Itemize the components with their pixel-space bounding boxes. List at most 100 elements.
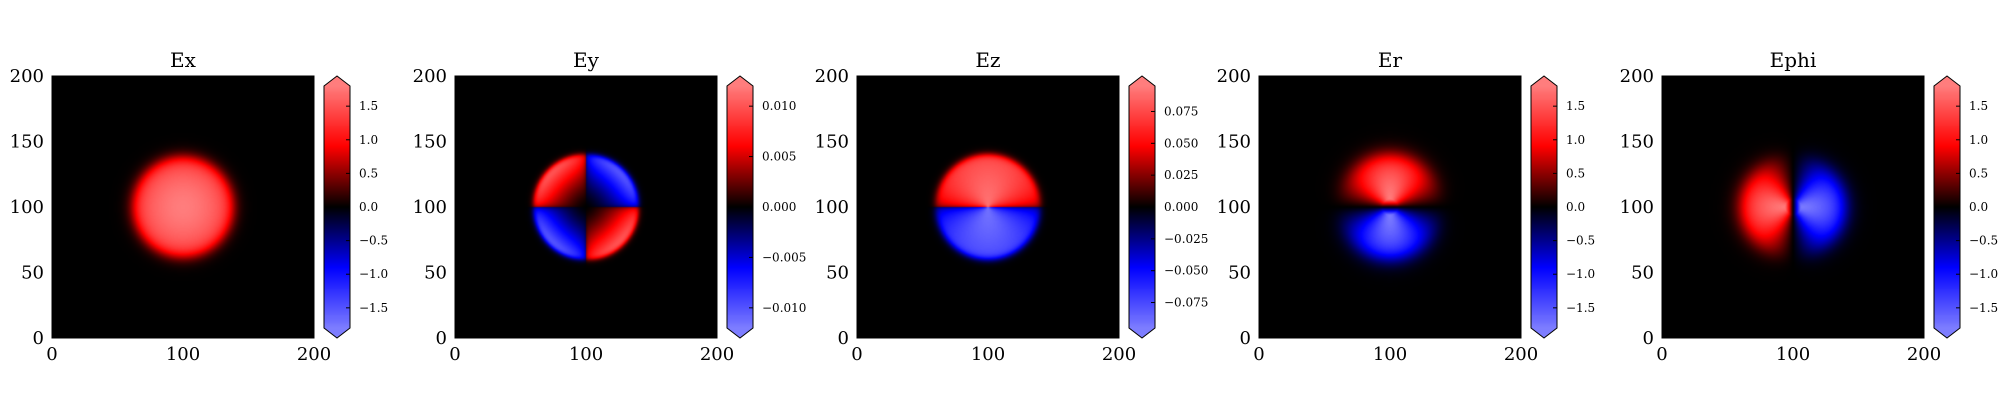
colorbar-outline [323,75,351,339]
x-tick-label: 0 [46,344,57,365]
panel-ey: Ey 0 100 200 0 50 100 150 200 0.010 0.005 0.000 −0.0… [413,48,807,365]
colorbar-tick-label: 0.0 [1969,200,1988,214]
colorbar-tick-label: −0.025 [1164,232,1208,246]
y-tick-label: 100 [815,197,849,218]
colorbar-tick-label: −0.050 [1164,264,1208,278]
heatmap-image [857,76,1119,338]
colorbar: 1.5 1.0 0.5 0.0 −0.5 −1.0 −1.5 [1933,75,1998,339]
colorbar-tick-label: 1.0 [359,133,378,147]
y-tick-label: 50 [21,263,44,284]
colorbar-tick-label: −1.0 [1566,267,1595,281]
heatmap-image [455,76,717,338]
heatmap-image [1662,76,1924,338]
colorbar-tick-label: 0.050 [1164,136,1198,150]
colorbar-tick-label: 0.5 [1969,166,1988,180]
colorbar-outline [726,75,754,339]
x-tick-label: 0 [1253,344,1264,365]
y-tick-label: 50 [1228,263,1251,284]
panel-er: Er 0 100 200 0 50 100 150 200 1.5 1.0 0.5 0.0 −0.5 −1.… [1217,48,1596,365]
colorbar-extend-max [1129,76,1155,86]
y-tick-label: 100 [413,197,447,218]
colorbar-tick-label: −1.0 [359,267,388,281]
colorbar-extend-min [1129,328,1155,338]
colorbar-tick-label: −1.5 [1566,301,1595,315]
colorbar-tick-label: −1.5 [359,301,388,315]
heatmap-image [1259,76,1521,338]
colorbar-tick-label: −1.5 [1969,301,1998,315]
colorbar-tick-label: −0.075 [1164,296,1208,310]
colorbar-tick-label: 0.010 [762,99,796,113]
colorbar-tick-label: 0.025 [1164,168,1198,182]
colorbar: 1.5 1.0 0.5 0.0 −0.5 −1.0 −1.5 [323,75,388,339]
y-tick-label: 0 [33,328,44,349]
panel-ex: Ex 0 100 200 0 50 100 150 200 1.5 1.0 0.5 0.0 −0.5 −1.… [10,48,389,365]
colorbar-gradient [324,86,350,328]
y-tick-label: 150 [1217,132,1251,153]
colorbar-gradient [1129,86,1155,328]
panel-ez: Ez 0 100 200 0 50 100 150 200 0.075 0.050 0.025 0.00… [815,48,1209,365]
colorbar-tick-label: 0.000 [1164,200,1198,214]
x-tick-label: 100 [1776,344,1810,365]
colorbar-tick-label: −0.5 [1969,234,1998,248]
y-tick-label: 0 [436,328,447,349]
x-tick-label: 0 [851,344,862,365]
colorbar-tick-label: 1.5 [1969,99,1988,113]
y-tick-label: 150 [10,132,44,153]
colorbar-tick-label: −0.5 [359,234,388,248]
y-tick-label: 0 [1240,328,1251,349]
colorbar-tick-label: 0.075 [1164,104,1198,118]
colorbar-tick-label: −0.010 [762,301,806,315]
y-tick-label: 200 [413,66,447,87]
x-tick-label: 0 [449,344,460,365]
colorbar-extend-max [727,76,753,86]
colorbar-extend-min [727,328,753,338]
colorbar-extend-min [1531,328,1557,338]
colorbar-gradient [727,86,753,328]
colorbar: 1.5 1.0 0.5 0.0 −0.5 −1.0 −1.5 [1530,75,1595,339]
x-tick-label: 0 [1656,344,1667,365]
colorbar-outline [1933,75,1961,339]
x-tick-label: 200 [297,344,331,365]
colorbar-extend-max [324,76,350,86]
y-tick-label: 200 [1217,66,1251,87]
colorbar-extend-min [324,328,350,338]
x-tick-label: 200 [1504,344,1538,365]
colorbar-outline [1128,75,1156,339]
colorbar-tick-label: −1.0 [1969,267,1998,281]
y-tick-label: 150 [1620,132,1654,153]
colorbar-tick-label: 0.5 [359,166,378,180]
colorbar: 0.075 0.050 0.025 0.000 −0.025 −0.050 −0.075 [1128,75,1208,339]
y-tick-label: 50 [1631,263,1654,284]
colorbar-tick-label: 0.000 [762,200,796,214]
x-tick-label: 200 [1907,344,1941,365]
y-tick-label: 50 [424,263,447,284]
y-tick-label: 200 [10,66,44,87]
colorbar-tick-label: 1.5 [1566,99,1585,113]
x-tick-label: 100 [166,344,200,365]
colorbar-tick-label: 1.0 [1969,133,1988,147]
colorbar-tick-label: 0.0 [1566,200,1585,214]
panel-title: Ephi [1770,48,1817,72]
y-tick-label: 150 [413,132,447,153]
y-tick-label: 50 [826,263,849,284]
colorbar-extend-max [1531,76,1557,86]
y-tick-label: 200 [815,66,849,87]
x-tick-label: 200 [700,344,734,365]
y-tick-label: 150 [815,132,849,153]
colorbar-tick-label: 0.0 [359,200,378,214]
colorbar-tick-label: 0.5 [1566,166,1585,180]
x-tick-label: 100 [569,344,603,365]
panel-title: Ey [573,48,600,72]
y-tick-label: 100 [1620,197,1654,218]
colorbar-outline [1530,75,1558,339]
colorbar-gradient [1531,86,1557,328]
panel-title: Ex [170,48,197,72]
colorbar-tick-label: 1.5 [359,99,378,113]
y-tick-label: 0 [838,328,849,349]
heatmap-image [52,76,314,338]
x-tick-label: 200 [1102,344,1136,365]
colorbar-tick-label: −0.5 [1566,234,1595,248]
colorbar-tick-label: 1.0 [1566,133,1585,147]
colorbar: 0.010 0.005 0.000 −0.005 −0.010 [726,75,806,339]
